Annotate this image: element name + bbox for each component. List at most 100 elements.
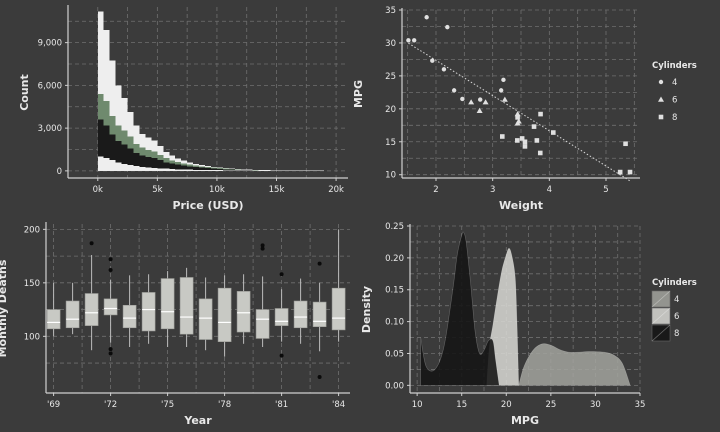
histogram-bar <box>222 168 229 170</box>
x-tick-label: 35 <box>635 400 646 410</box>
box-body <box>46 309 61 330</box>
histogram-bar <box>228 170 235 171</box>
box-outlier <box>108 347 113 352</box>
histogram-bar <box>216 170 223 171</box>
y-tick-label: 35 <box>385 6 396 16</box>
panel-deaths-boxplot <box>43 222 350 396</box>
point-circle <box>411 38 417 43</box>
y-tick-label: 0.05 <box>385 349 404 359</box>
panel-mpg-weight-scatter <box>399 8 640 182</box>
x-tick-label: 3 <box>490 185 495 195</box>
point-triangle <box>658 96 664 102</box>
histogram-bar <box>169 169 176 171</box>
histogram-bar <box>228 168 235 170</box>
histogram-bar <box>222 168 229 169</box>
y-tick-label: 150 <box>24 279 40 289</box>
legend-swatch-slash <box>651 324 671 342</box>
point-circle <box>445 24 450 30</box>
histogram-bar <box>210 167 217 169</box>
box-body <box>65 300 80 329</box>
histogram-bar <box>193 169 200 171</box>
y-tick-label: 3,000 <box>38 124 62 134</box>
box-body <box>179 277 194 335</box>
point-circle <box>460 96 465 102</box>
point-square <box>658 114 664 120</box>
histogram-bar <box>163 158 170 163</box>
y-tick-label: 0.15 <box>385 286 404 296</box>
point-triangle <box>514 120 521 126</box>
histogram-bar <box>181 163 188 166</box>
point-circle <box>478 97 483 102</box>
histogram-bar <box>163 151 170 159</box>
histogram-bar <box>139 155 146 167</box>
histogram-bar <box>157 154 164 161</box>
legend-label: 8 <box>672 113 677 123</box>
y-axis-title: Monthly Deaths <box>0 259 9 357</box>
point-circle <box>658 79 664 85</box>
histogram-bar <box>175 164 182 170</box>
box-body <box>84 293 99 326</box>
histogram-bar <box>145 167 152 171</box>
point-square <box>537 150 543 156</box>
point-circle <box>424 15 429 20</box>
histogram-bar <box>175 169 182 171</box>
legend-label: 4 <box>672 78 677 88</box>
histogram-bar <box>199 167 206 170</box>
point-square <box>519 136 525 141</box>
x-tick-label: 10 <box>412 400 423 410</box>
point-triangle <box>468 99 475 105</box>
y-axis-title: Count <box>18 74 31 111</box>
histogram-bar <box>228 169 235 171</box>
y-tick-label: 200 <box>24 225 40 235</box>
x-tick-label: 0k <box>93 185 103 195</box>
legend-label: 6 <box>674 312 679 322</box>
histogram-bar <box>175 162 182 165</box>
histogram-bar <box>210 170 217 171</box>
histogram-bar <box>193 165 200 168</box>
point-circle <box>406 38 411 43</box>
histogram-bar <box>175 158 182 163</box>
histogram-bar <box>157 145 164 155</box>
histogram-bar <box>234 169 241 171</box>
density-area <box>486 248 520 386</box>
point-square <box>538 111 543 117</box>
histogram-bar <box>205 168 211 171</box>
histogram-bar <box>205 167 211 169</box>
box-outlier <box>108 257 113 262</box>
histogram-bar <box>193 167 200 170</box>
x-tick-label: 20 <box>501 400 512 410</box>
histogram-bar <box>169 163 176 170</box>
histogram-bar <box>115 85 122 126</box>
histogram-bar <box>121 98 128 131</box>
y-tick-label: 0.10 <box>385 318 404 328</box>
x-tick-label: 5 <box>603 185 608 195</box>
y-tick-label: 30 <box>385 39 396 49</box>
x-tick-label: '84 <box>332 400 345 410</box>
panel-mpg-density <box>407 224 641 396</box>
legend-label: 8 <box>674 329 679 339</box>
histogram-bar <box>103 125 110 159</box>
histogram-bar <box>133 143 140 154</box>
box-body <box>255 309 270 339</box>
point-square <box>522 139 528 145</box>
point-triangle <box>482 99 489 105</box>
histogram-bar <box>222 169 229 171</box>
legend-swatch <box>651 307 671 325</box>
y-tick-label: 15 <box>385 138 396 148</box>
x-axis-title: Weight <box>499 199 543 212</box>
x-tick-label: 2 <box>433 185 438 195</box>
box-outlier <box>89 241 94 246</box>
histogram-bar <box>187 164 194 167</box>
histogram-bar <box>133 153 140 166</box>
point-square <box>534 138 540 143</box>
histogram-bar <box>216 168 223 171</box>
histogram-bar <box>139 147 146 156</box>
histogram-bar <box>216 167 223 169</box>
histogram-bar <box>115 162 122 171</box>
legend-swatch <box>651 324 671 342</box>
box-outlier <box>108 267 113 272</box>
box-body <box>331 287 346 331</box>
x-tick-label: 10k <box>209 185 225 195</box>
y-axis-title: MPG <box>352 80 365 108</box>
